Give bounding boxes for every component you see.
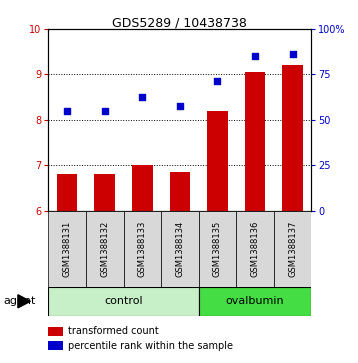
Text: percentile rank within the sample: percentile rank within the sample [68,341,233,351]
Point [290,51,295,57]
Text: transformed count: transformed count [68,326,159,336]
Bar [48,211,86,287]
Bar [170,172,190,211]
Text: control: control [104,296,143,306]
Bar [236,211,274,287]
Bar [48,287,199,316]
Text: GSM1388135: GSM1388135 [213,221,222,277]
Bar [245,72,265,211]
Text: agent: agent [4,296,36,306]
Bar [57,174,77,211]
Text: GDS5289 / 10438738: GDS5289 / 10438738 [112,16,246,29]
Text: GSM1388132: GSM1388132 [100,221,109,277]
Point [177,103,183,109]
Bar [95,174,115,211]
Point [214,78,220,84]
Bar [199,211,236,287]
Point [140,94,145,100]
Text: GSM1388133: GSM1388133 [138,220,147,277]
Point [64,108,70,114]
Bar [132,165,153,211]
Point [102,108,108,114]
Text: ovalbumin: ovalbumin [226,296,284,306]
Text: GSM1388136: GSM1388136 [251,220,260,277]
Text: GSM1388137: GSM1388137 [288,220,297,277]
Bar [86,211,124,287]
Text: GSM1388131: GSM1388131 [63,221,72,277]
Bar [274,211,311,287]
Bar [207,111,228,211]
Bar [199,287,311,316]
Bar [161,211,199,287]
Text: GSM1388134: GSM1388134 [175,221,184,277]
Point [252,53,258,59]
Bar [282,65,303,211]
Bar [124,211,161,287]
